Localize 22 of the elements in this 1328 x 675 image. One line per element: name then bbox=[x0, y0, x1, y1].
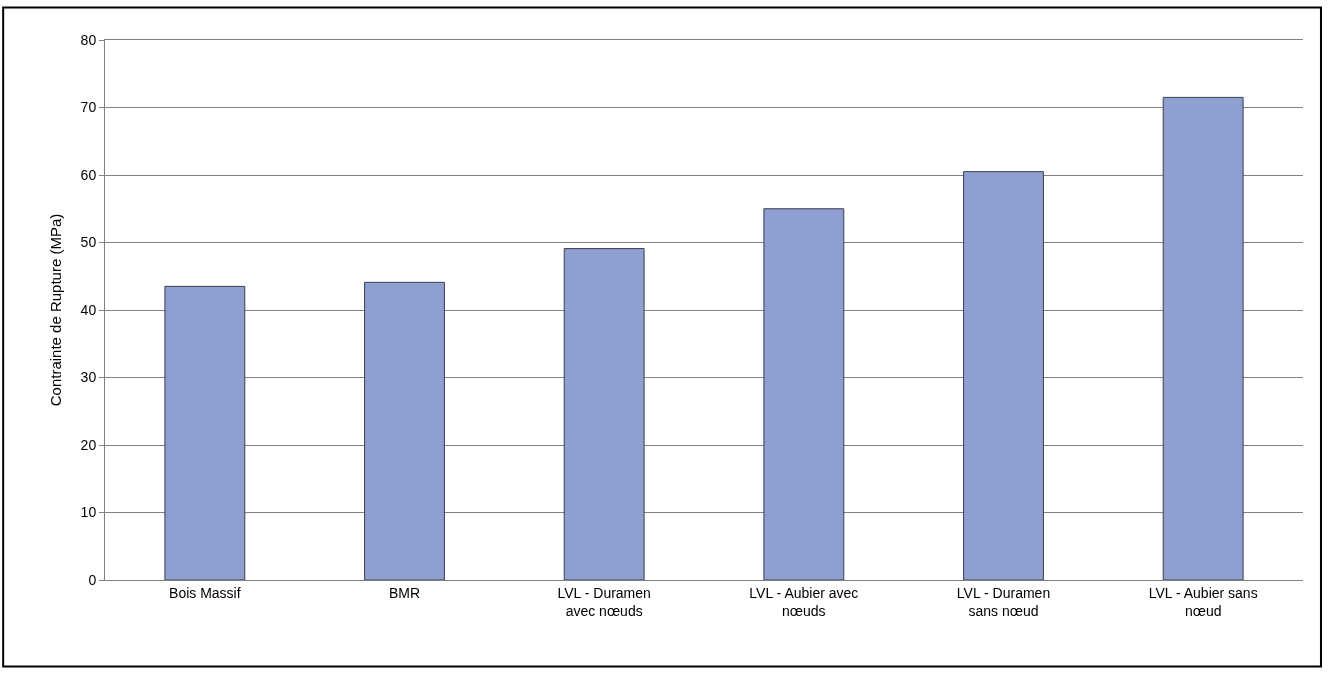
y-tick-label: 70 bbox=[80, 99, 97, 116]
y-tick-label: 0 bbox=[88, 571, 97, 588]
x-tick-label: LVL - Aubier avec nœuds bbox=[749, 584, 859, 619]
y-tick-label: 40 bbox=[80, 301, 97, 318]
x-tick-label: LVL - Aubier sans nœud bbox=[1148, 584, 1258, 619]
y-tick-label: 30 bbox=[80, 369, 97, 386]
bar bbox=[963, 171, 1044, 580]
y-axis-title: Contrainte de Rupture (MPa) bbox=[46, 213, 64, 407]
y-tick-label: 80 bbox=[80, 31, 97, 48]
bar bbox=[1162, 96, 1244, 580]
y-tick-label: 20 bbox=[80, 436, 97, 453]
x-tick-label: BMR bbox=[388, 584, 421, 601]
y-tick-label: 60 bbox=[80, 166, 97, 183]
y-tick-label: 10 bbox=[80, 504, 97, 521]
bar bbox=[563, 248, 645, 580]
bar bbox=[364, 281, 445, 580]
bar bbox=[164, 285, 246, 580]
x-tick-label: LVL - Duramen avec nœuds bbox=[557, 584, 651, 619]
bar bbox=[763, 208, 845, 580]
x-tick-label: LVL - Duramen sans nœud bbox=[956, 584, 1051, 619]
y-tick-label: 50 bbox=[80, 234, 97, 251]
x-tick-label: Bois Massif bbox=[169, 584, 241, 601]
